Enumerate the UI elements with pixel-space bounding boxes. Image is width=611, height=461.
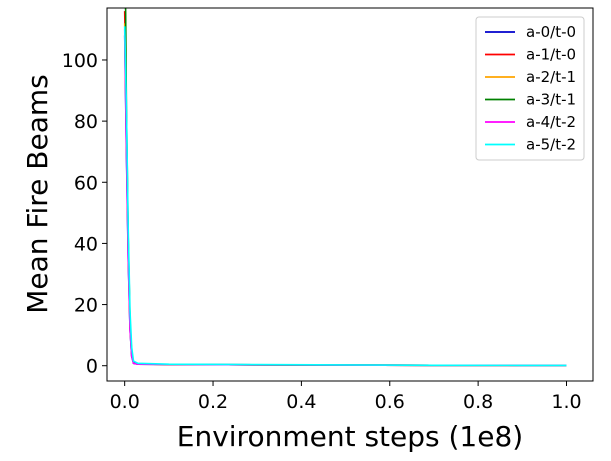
x-axis: 0.0 0.2 0.4 0.6 0.8 1.0 <box>110 381 582 413</box>
y-tick-label-1: 20 <box>74 295 98 317</box>
legend: a-0/t-0 a-1/t-0 a-2/t-1 a-3/t-1 a-4/t-2 a-5/t… <box>475 16 585 161</box>
y-tick-label-3: 60 <box>74 172 98 194</box>
legend-label-2: a-2/t-1 <box>526 68 576 86</box>
x-tick-label-1: 0.2 <box>198 391 228 413</box>
y-axis-title: Mean Fire Beams <box>21 74 54 314</box>
series-line-5 <box>123 26 567 367</box>
y-tick-label-4: 80 <box>74 111 98 133</box>
legend-label-3: a-3/t-1 <box>526 91 576 109</box>
x-tick-label-5: 1.0 <box>551 391 581 413</box>
x-tick-label-0: 0.0 <box>110 391 140 413</box>
legend-box <box>475 16 585 161</box>
legend-label-0: a-0/t-0 <box>526 23 576 41</box>
x-tick-label-4: 0.8 <box>463 391 493 413</box>
y-tick-label-0: 0 <box>86 356 98 378</box>
x-tick-label-3: 0.6 <box>375 391 405 413</box>
legend-label-5: a-5/t-2 <box>526 136 576 154</box>
y-tick-label-5: 100 <box>62 50 98 72</box>
x-axis-title: Environment steps (1e8) <box>177 420 523 453</box>
plot-frame <box>106 7 594 382</box>
legend-label-4: a-4/t-2 <box>526 113 576 131</box>
legend-label-1: a-1/t-0 <box>526 46 576 64</box>
y-axis: 0 20 40 60 80 100 <box>62 50 107 378</box>
series-layer <box>123 8 567 367</box>
y-tick-label-2: 40 <box>74 233 98 255</box>
x-tick-label-2: 0.4 <box>286 391 316 413</box>
